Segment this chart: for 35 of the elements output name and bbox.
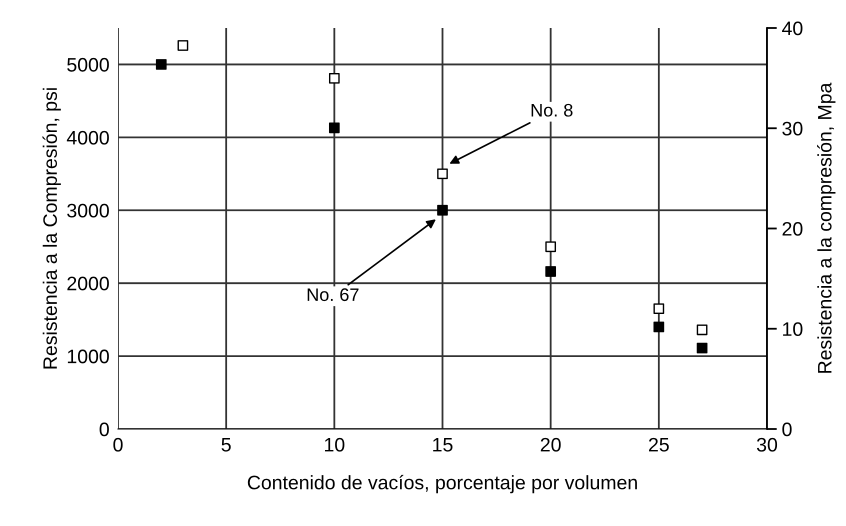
- y2-tick-label: 40: [782, 21, 802, 36]
- annotation: No. 67: [308, 288, 359, 302]
- y-tick-label: 4000: [66, 130, 109, 145]
- y2-axis-title: Resistencia a la compresión, Mpa: [817, 82, 836, 373]
- x-tick-label: 30: [756, 438, 778, 452]
- y-axis-title: Resistencia a la Compresión, psi: [42, 88, 61, 368]
- y-tick-label: 2000: [67, 276, 109, 290]
- x-tick-label: 15: [433, 438, 452, 452]
- y2-tick-label: 10: [783, 322, 802, 336]
- y-tick-label: 1000: [68, 350, 109, 364]
- point: [696, 342, 708, 354]
- point: [437, 204, 448, 216]
- y-tick-label: 3000: [67, 204, 109, 218]
- y2-tick-label: 0: [782, 422, 792, 436]
- y-tick-label: 5000: [67, 58, 109, 72]
- x-axis-title: Contenido de vacíos, porcentaje por volumen: [248, 474, 637, 494]
- point: [545, 266, 556, 277]
- x-tick-label: 10: [325, 438, 344, 452]
- point: [178, 40, 188, 51]
- point: [156, 59, 167, 70]
- point: [437, 168, 448, 180]
- point: [653, 303, 664, 314]
- y2-tick-label: 20: [782, 222, 802, 236]
- annotation: No. 8: [532, 104, 573, 117]
- y-tick-label: 0: [100, 422, 109, 436]
- point: [696, 324, 708, 336]
- point: [545, 241, 556, 252]
- point: [328, 122, 340, 134]
- x-tick-label: 25: [649, 438, 669, 452]
- point: [653, 322, 664, 332]
- point: [328, 72, 340, 84]
- x-tick-label: 5: [222, 438, 231, 452]
- y2-tick-label: 30: [782, 122, 802, 136]
- x-tick-label: 0: [113, 438, 123, 452]
- x-tick-label: 20: [540, 438, 561, 452]
